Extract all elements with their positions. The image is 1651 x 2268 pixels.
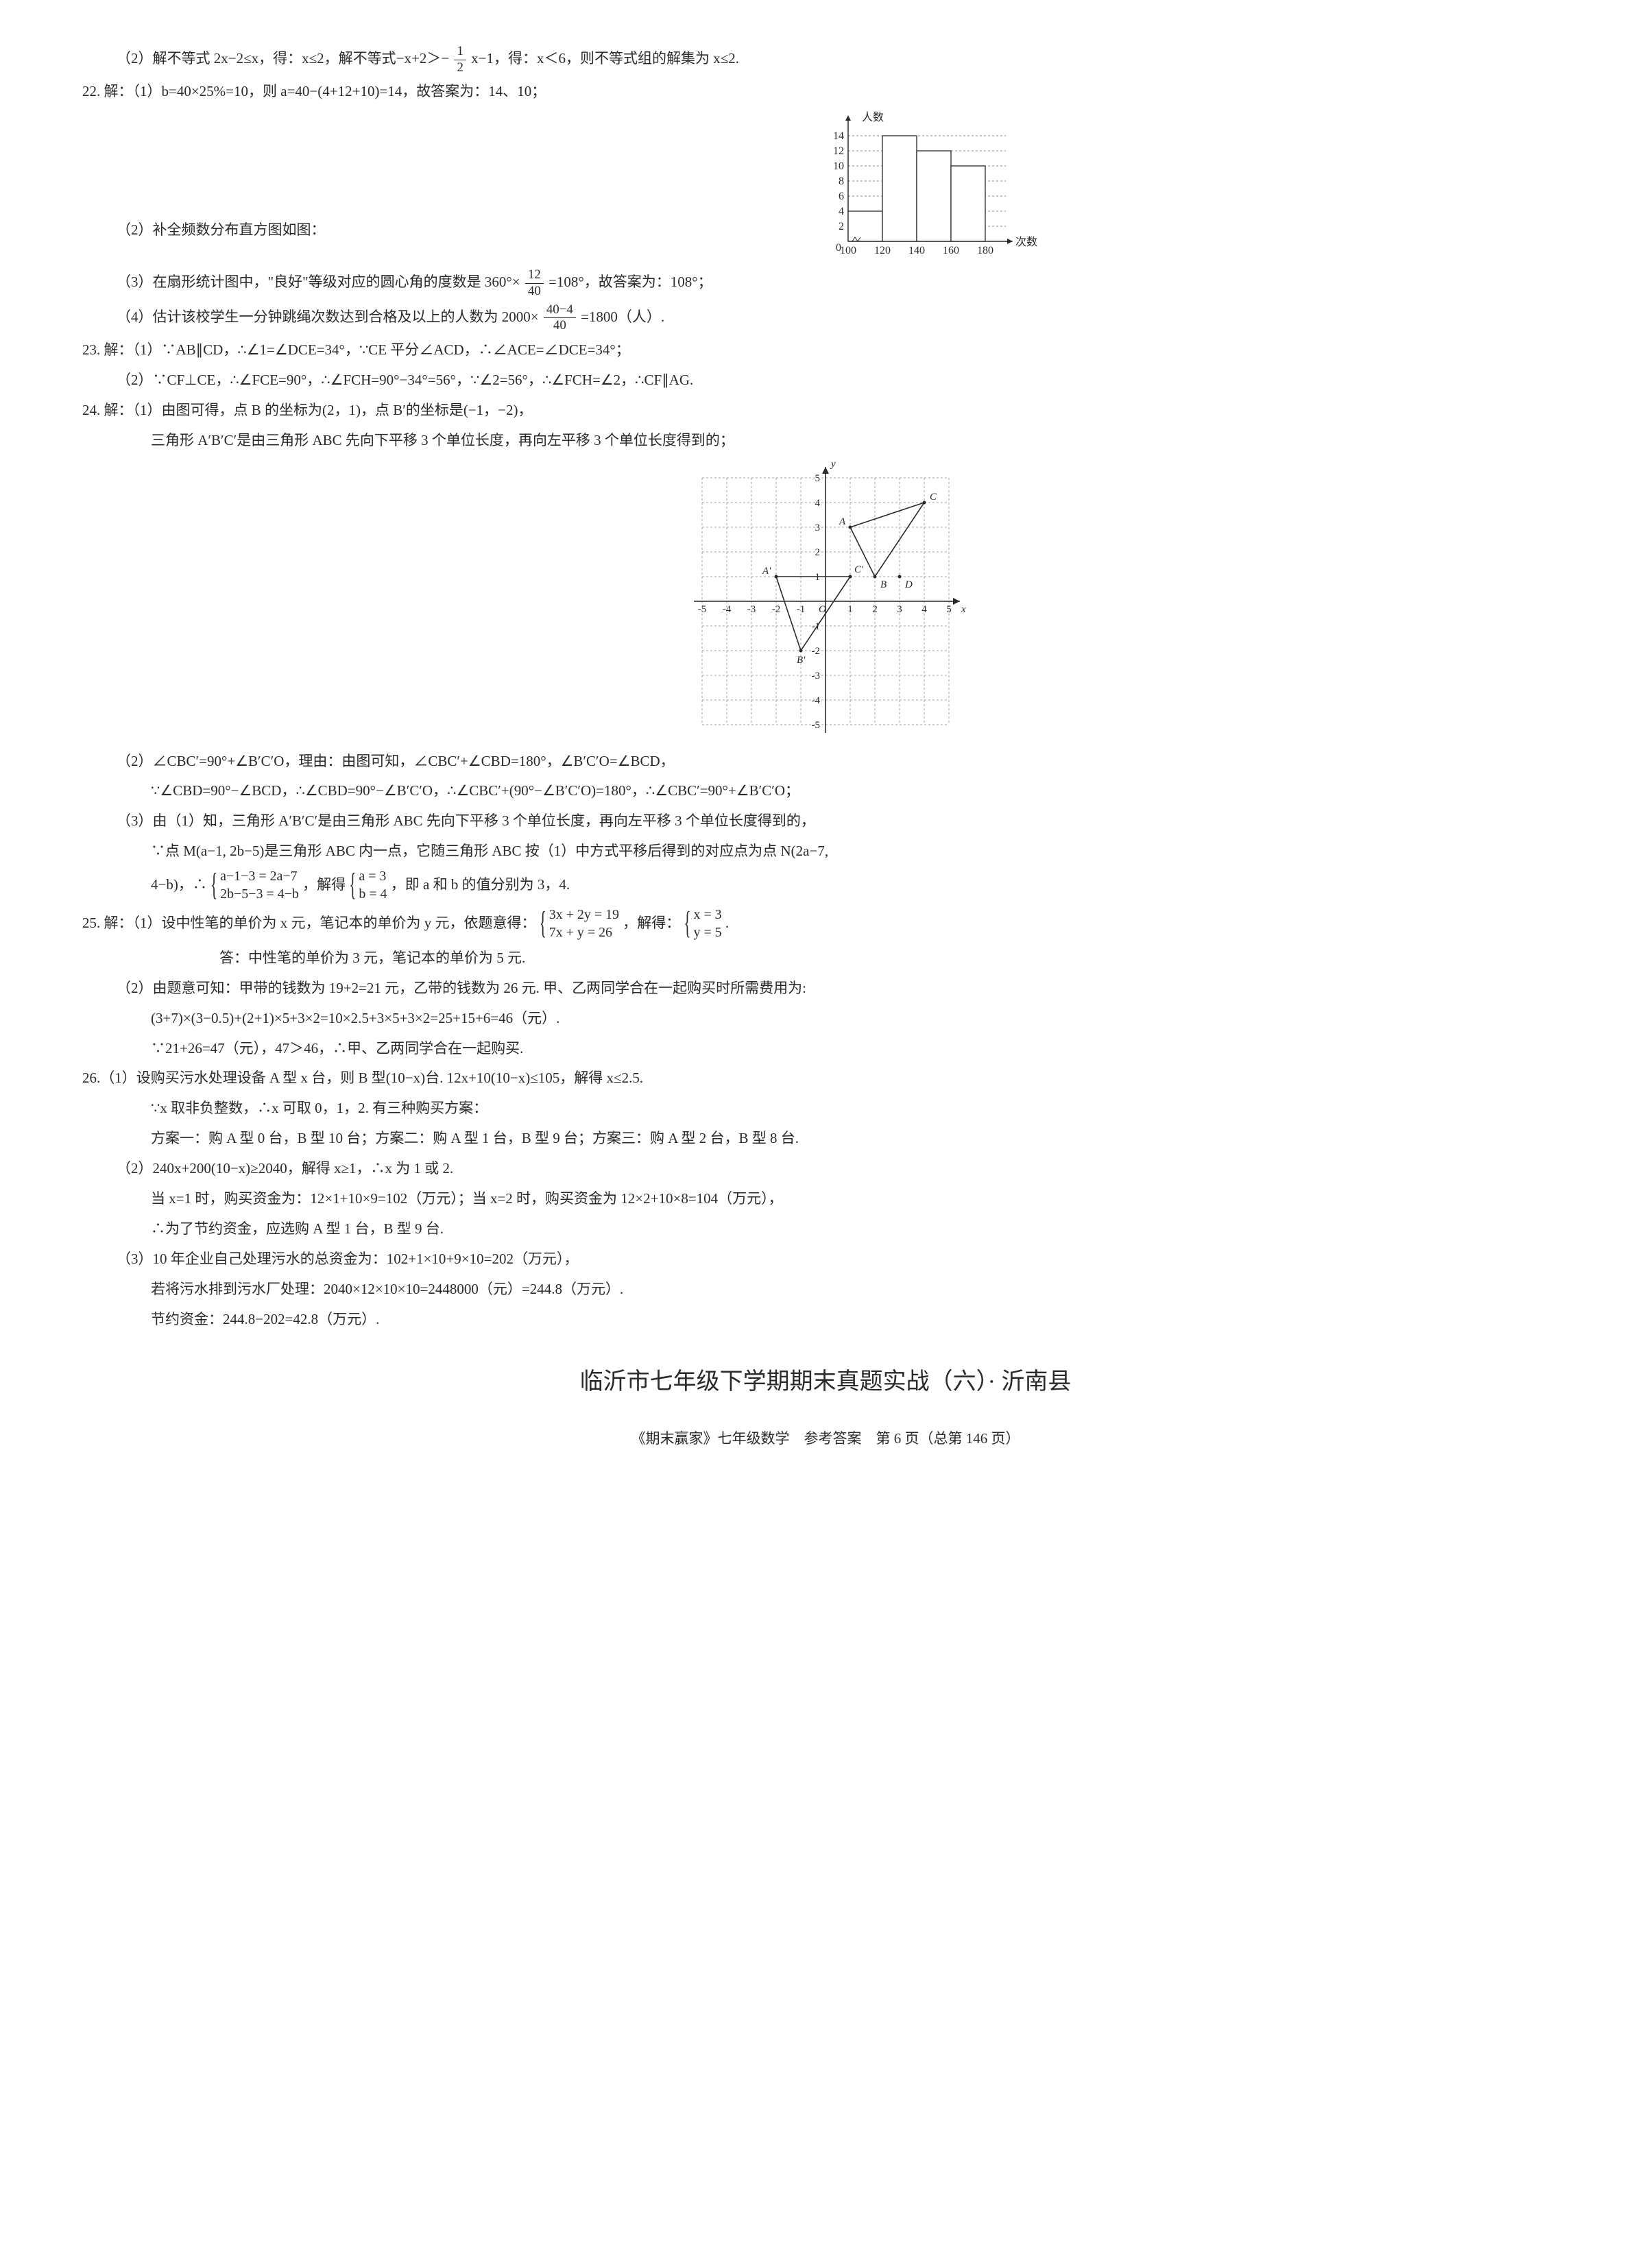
svg-text:次数: 次数 (1015, 236, 1037, 248)
q26-part2b: 当 x=1 时，购买资金为：12×1+10×9=102（万元）；当 x=2 时，… (82, 1185, 1569, 1213)
text: （4）估计该校学生一分钟跳绳次数达到合格及以上的人数为 2000× (117, 309, 539, 325)
coordinate-grid-chart: -5-5-4-4-3-3-2-2-1-11122334455OxyABCDA'B… (682, 457, 969, 745)
q23-part2: （2）∵CF⊥CE，∴∠FCE=90°，∴∠FCH=90°−34°=56°，∵∠… (82, 367, 1569, 394)
svg-text:-3: -3 (747, 604, 756, 615)
q22-chart-row: （2）补全频数分布直方图如图： 2 4 6 8 10 12 14 100 120 140 160 18… (82, 108, 1569, 265)
fraction: 1 2 (454, 44, 466, 75)
svg-text:-5: -5 (812, 720, 821, 731)
q26-part3b: 若将污水排到污水厂处理：2040×12×10×10=2448000（元）=244… (82, 1276, 1569, 1303)
svg-text:0: 0 (836, 242, 841, 254)
q22-part2-label: （2）补全频数分布直方图如图： (82, 217, 326, 265)
svg-text:-2: -2 (812, 646, 821, 657)
svg-text:10: 10 (833, 160, 844, 172)
svg-text:180: 180 (977, 245, 993, 256)
svg-text:4: 4 (839, 206, 844, 217)
svg-text:5: 5 (815, 473, 821, 484)
q24-part3c: 4−b)，∴ a−1−3 = 2a−7 2b−5−3 = 4−b ，解得 a =… (82, 868, 1569, 904)
page-footer: 《期末赢家》七年级数学 参考答案 第 6 页（总第 146 页） (82, 1425, 1569, 1453)
q24-part1b: 三角形 A′B′C′是由三角形 ABC 先向下平移 3 个单位长度，再向左平移 … (82, 427, 1569, 455)
next-section-title: 临沂市七年级下学期期末真题实战（六）· 沂南县 (82, 1360, 1569, 1405)
q25-part2a: （2）由题意可知：甲带的钱数为 19+2=21 元，乙带的钱数为 26 元. 甲… (82, 975, 1569, 1002)
svg-text:4: 4 (921, 604, 927, 615)
q25-answer: 答：中性笔的单价为 3 元，笔记本的单价为 5 元. (82, 945, 1569, 972)
q26-part3a: （3）10 年企业自己处理污水的总资金为：102+1×10+9×10=202（万… (82, 1246, 1569, 1273)
svg-text:3: 3 (897, 604, 902, 615)
text: （2）解不等式 2x−2≤x，得：x≤2，解不等式−x+2＞− (117, 50, 449, 67)
text: ，解得： (623, 915, 680, 931)
svg-text:A: A (839, 516, 846, 527)
equation-system: a−1−3 = 2a−7 2b−5−3 = 4−b (210, 868, 299, 904)
svg-text:14: 14 (833, 130, 844, 142)
q26-part2c: ∴为了节约资金，应选购 A 型 1 台，B 型 9 台. (82, 1216, 1569, 1243)
text: x−1，得：x＜6，则不等式组的解集为 x≤2. (471, 50, 739, 67)
q22-part4: （4）估计该校学生一分钟跳绳次数达到合格及以上的人数为 2000× 40−4 4… (82, 302, 1569, 334)
equation-system: x = 3 y = 5 (684, 906, 722, 942)
q21-part2: （2）解不等式 2x−2≤x，得：x≤2，解不等式−x+2＞− 1 2 x−1，… (82, 44, 1569, 75)
histogram-chart: 2 4 6 8 10 12 14 100 120 140 160 180 0 人数次数 (817, 111, 1077, 262)
svg-text:-5: -5 (698, 604, 707, 615)
svg-text:x: x (961, 604, 966, 615)
q26-part3c: 节约资金：244.8−202=42.8（万元）. (82, 1306, 1569, 1334)
text: 25. 解：（1）设中性笔的单价为 x 元，笔记本的单价为 y 元，依题意得： (82, 915, 536, 931)
fraction: 12 40 (525, 267, 544, 299)
svg-text:2: 2 (839, 221, 844, 232)
svg-text:8: 8 (839, 176, 844, 187)
svg-text:160: 160 (943, 245, 959, 256)
equation-system: 3x + 2y = 19 7x + y = 26 (540, 906, 619, 942)
svg-text:y: y (830, 459, 836, 470)
text: （3）在扇形统计图中，"良好"等级对应的圆心角的度数是 360°× (117, 274, 520, 290)
text: =108°，故答案为：108°； (549, 274, 712, 290)
svg-text:人数: 人数 (862, 111, 884, 123)
svg-text:1: 1 (815, 572, 821, 583)
q25-part1: 25. 解：（1）设中性笔的单价为 x 元，笔记本的单价为 y 元，依题意得： … (82, 906, 1569, 942)
svg-text:120: 120 (874, 245, 891, 256)
svg-text:3: 3 (815, 522, 821, 533)
q26-part1a: 26.（1）设购买污水处理设备 A 型 x 台，则 B 型(10−x)台. 12… (82, 1065, 1569, 1092)
q24-part2b: ∵∠CBD=90°−∠BCD，∴∠CBD=90°−∠B′C′O，∴∠CBC′+(… (82, 777, 1569, 805)
q26-part1b: ∵x 取非负整数，∴x 可取 0，1，2. 有三种购买方案： (82, 1095, 1569, 1122)
svg-text:5: 5 (946, 604, 952, 615)
svg-text:2: 2 (815, 547, 821, 558)
text: . (725, 915, 729, 931)
svg-text:140: 140 (908, 245, 925, 256)
q25-part2c: ∵21+26=47（元），47＞46，∴甲、乙两同学合在一起购买. (82, 1035, 1569, 1063)
svg-text:D: D (904, 579, 913, 590)
svg-text:2: 2 (872, 604, 878, 615)
svg-text:-1: -1 (797, 604, 806, 615)
svg-text:B: B (880, 579, 887, 590)
q24-part3a: （3）由（1）知，三角形 A′B′C′是由三角形 ABC 先向下平移 3 个单位… (82, 808, 1569, 835)
q24-part2a: （2）∠CBC′=90°+∠B′C′O，理由：由图可知，∠CBC′+∠CBD=1… (82, 748, 1569, 775)
q24-part1a: 24. 解：（1）由图可得，点 B 的坐标为(2，1)，点 B′的坐标是(−1，… (82, 397, 1569, 424)
q25-part2b: (3+7)×(3−0.5)+(2+1)×5+3×2=10×2.5+3×5+3×2… (82, 1005, 1569, 1033)
q26-part2a: （2）240x+200(10−x)≥2040，解得 x≥1，∴x 为 1 或 2… (82, 1155, 1569, 1183)
svg-text:-2: -2 (772, 604, 781, 615)
svg-text:C': C' (854, 564, 864, 575)
q22-part1: 22. 解：（1）b=40×25%=10，则 a=40−(4+12+10)=14… (82, 78, 1569, 106)
q26-part1c: 方案一：购 A 型 0 台，B 型 10 台；方案二：购 A 型 1 台，B 型… (82, 1125, 1569, 1153)
svg-text:-4: -4 (723, 604, 732, 615)
svg-text:C: C (930, 492, 937, 503)
q24-part3b: ∵点 M(a−1, 2b−5)是三角形 ABC 内一点，它随三角形 ABC 按（… (82, 838, 1569, 865)
svg-text:4: 4 (815, 498, 821, 509)
svg-text:12: 12 (833, 145, 844, 157)
q22-part3: （3）在扇形统计图中，"良好"等级对应的圆心角的度数是 360°× 12 40 … (82, 267, 1569, 299)
fraction: 40−4 40 (544, 302, 576, 334)
text: ，解得 (302, 876, 346, 893)
svg-text:100: 100 (840, 245, 856, 256)
svg-text:1: 1 (847, 604, 853, 615)
svg-text:-3: -3 (812, 671, 821, 681)
text: =1800（人）. (581, 309, 664, 325)
text: ，即 a 和 b 的值分别为 3，4. (391, 876, 570, 893)
text: 4−b)，∴ (151, 876, 207, 893)
svg-text:6: 6 (839, 191, 844, 202)
equation-system: a = 3 b = 4 (349, 868, 387, 904)
svg-text:B': B' (797, 655, 806, 666)
svg-text:-4: -4 (812, 695, 821, 706)
svg-text:A': A' (762, 566, 771, 577)
q23-part1: 23. 解：（1）∵AB∥CD，∴∠1=∠DCE=34°，∵CE 平分∠ACD，… (82, 337, 1569, 364)
